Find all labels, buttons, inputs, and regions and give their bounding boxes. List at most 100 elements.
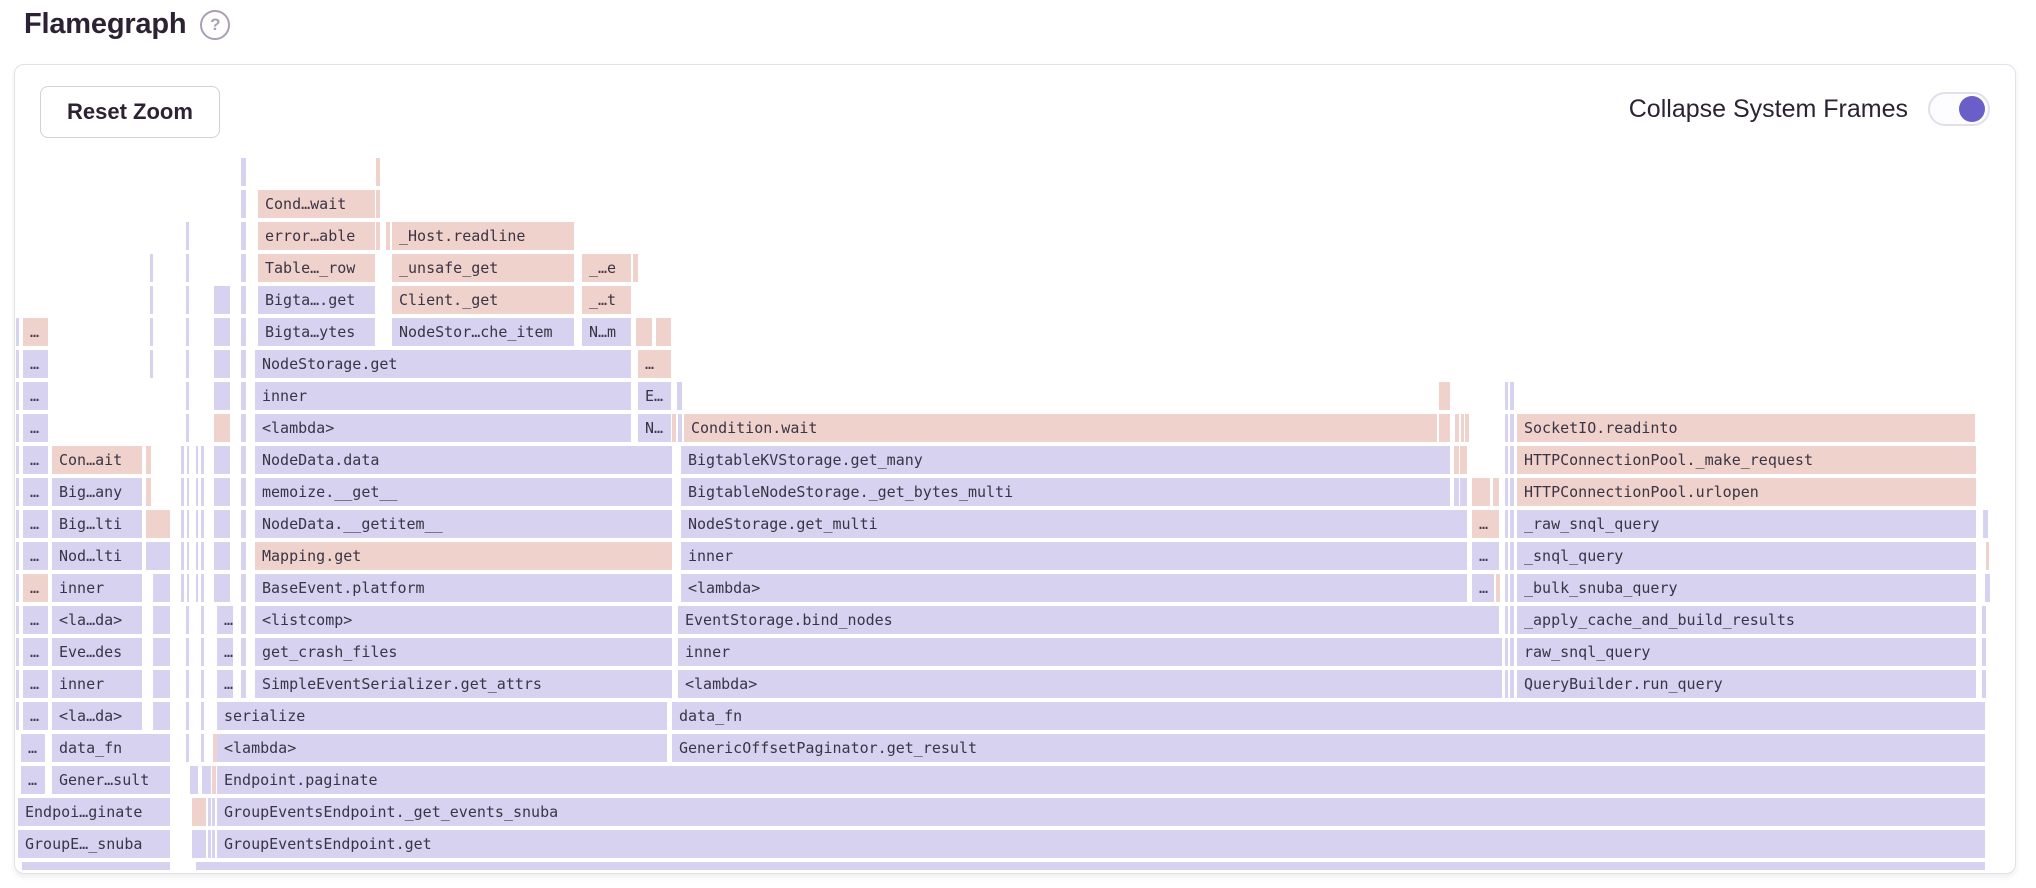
flame-frame-sliver[interactable] xyxy=(678,414,682,442)
flame-frame-sliver[interactable] xyxy=(1982,638,1986,666)
flame-frame-sliver[interactable] xyxy=(16,382,19,410)
flame-frame[interactable]: Con…ait xyxy=(52,446,142,474)
flame-frame[interactable]: Bigta…ytes xyxy=(258,318,375,346)
flame-frame[interactable]: inner xyxy=(681,542,1467,570)
flame-frame-sliver[interactable] xyxy=(16,638,19,666)
flame-frame-sliver[interactable] xyxy=(1505,446,1508,474)
flame-frame[interactable]: Nod…lti xyxy=(52,542,142,570)
flame-frame-sliver[interactable] xyxy=(16,574,19,602)
flame-frame-sliver[interactable] xyxy=(186,382,189,410)
flame-frame[interactable]: _bulk_snuba_query xyxy=(1517,574,1976,602)
flame-frame[interactable]: NodeData.__getitem__ xyxy=(255,510,672,538)
flame-frame-sliver[interactable] xyxy=(672,414,676,442)
flame-frame-sliver[interactable] xyxy=(1465,414,1469,442)
help-icon[interactable]: ? xyxy=(200,9,231,40)
flame-frame[interactable]: N… xyxy=(638,414,671,442)
flame-frame[interactable]: error…able xyxy=(258,222,375,250)
flame-frame-sliver[interactable] xyxy=(16,670,19,698)
flame-frame-sliver[interactable] xyxy=(633,254,638,282)
flame-frame-sliver[interactable] xyxy=(212,766,216,794)
flame-frame-sliver[interactable] xyxy=(208,830,211,858)
flame-frame-sliver[interactable] xyxy=(1986,542,1989,570)
flame-frame-sliver[interactable] xyxy=(181,478,184,506)
flame-frame[interactable]: … xyxy=(21,766,45,794)
flame-frame-sliver[interactable] xyxy=(1510,414,1514,442)
flame-frame[interactable]: GroupEventsEndpoint._get_events_snuba xyxy=(217,798,1985,826)
flame-frame-sliver[interactable] xyxy=(212,798,215,826)
flame-frame[interactable]: GroupE…_snuba xyxy=(18,830,170,858)
flame-frame-sliver[interactable] xyxy=(241,574,246,602)
flame-frame[interactable]: inner xyxy=(52,574,142,602)
flame-frame-sliver[interactable] xyxy=(196,446,198,474)
flame-frame-sliver[interactable] xyxy=(153,574,170,602)
flame-frame[interactable]: memoize.__get__ xyxy=(255,478,672,506)
flame-frame-sliver[interactable] xyxy=(1510,510,1514,538)
flame-frame-sliver[interactable] xyxy=(186,318,189,346)
flame-frame[interactable]: … xyxy=(217,638,233,666)
flame-frame-sliver[interactable] xyxy=(620,286,628,314)
flame-frame[interactable]: serialize xyxy=(217,702,667,730)
flame-frame-sliver[interactable] xyxy=(1510,670,1514,698)
flame-frame-sliver[interactable] xyxy=(16,318,19,346)
flame-frame-sliver[interactable] xyxy=(196,574,198,602)
flame-frame-sliver[interactable] xyxy=(146,510,170,538)
flame-frame-sliver[interactable] xyxy=(1982,670,1986,698)
flame-frame-sliver[interactable] xyxy=(1510,446,1514,474)
flame-frame-sliver[interactable] xyxy=(146,446,151,474)
flame-frame[interactable]: … xyxy=(23,318,48,346)
flame-frame[interactable]: _raw_snql_query xyxy=(1517,510,1976,538)
flame-frame-sliver[interactable] xyxy=(241,414,246,442)
flame-frame[interactable]: … xyxy=(1472,510,1499,538)
flame-frame[interactable]: HTTPConnectionPool._make_request xyxy=(1517,446,1976,474)
flame-frame-sliver[interactable] xyxy=(376,190,380,218)
flame-frame-sliver[interactable] xyxy=(186,702,189,730)
flame-frame[interactable]: … xyxy=(23,510,48,538)
flame-frame[interactable]: … xyxy=(638,350,671,378)
flame-frame[interactable]: Bigta….get xyxy=(258,286,375,314)
flame-frame[interactable]: inner xyxy=(678,638,1502,666)
collapse-system-frames-toggle[interactable] xyxy=(1928,92,1990,126)
flame-frame-sliver[interactable] xyxy=(241,638,246,666)
flame-frame-sliver[interactable] xyxy=(213,734,217,762)
flame-frame[interactable]: <la…da> xyxy=(52,702,142,730)
flame-frame[interactable]: … xyxy=(23,350,48,378)
flame-frame-sliver[interactable] xyxy=(1454,446,1459,474)
flame-frame-sliver[interactable] xyxy=(677,382,682,410)
flame-frame[interactable]: <lambda> xyxy=(255,414,631,442)
flame-frame[interactable]: Big…any xyxy=(52,478,142,506)
flame-frame-sliver[interactable] xyxy=(201,478,204,506)
flame-frame-sliver[interactable] xyxy=(1493,478,1499,506)
flame-frame[interactable]: … xyxy=(23,702,48,730)
flame-frame-sliver[interactable] xyxy=(181,510,184,538)
flame-frame[interactable]: BigtableKVStorage.get_many xyxy=(681,446,1450,474)
flame-frame-sliver[interactable] xyxy=(1505,478,1508,506)
flame-frame[interactable]: Table…_row xyxy=(258,254,375,282)
flame-frame-sliver[interactable] xyxy=(181,446,184,474)
flame-frame-sliver[interactable] xyxy=(16,606,19,634)
flame-frame[interactable]: E… xyxy=(638,382,671,410)
flame-frame-sliver[interactable] xyxy=(1505,606,1508,634)
flame-frame-sliver[interactable] xyxy=(214,414,230,442)
flame-frame-sliver[interactable] xyxy=(153,638,170,666)
flame-frame-sliver[interactable] xyxy=(16,446,19,474)
flame-frame-sliver[interactable] xyxy=(214,510,230,538)
flame-frame-sliver[interactable] xyxy=(201,510,204,538)
flame-frame-sliver[interactable] xyxy=(186,350,189,378)
flame-frame[interactable]: … xyxy=(23,478,48,506)
flame-frame[interactable]: … xyxy=(1472,574,1494,602)
flame-frame-sliver[interactable] xyxy=(196,478,198,506)
flame-frame[interactable]: _snql_query xyxy=(1517,542,1976,570)
flame-frame[interactable]: … xyxy=(217,606,233,634)
flame-frame-sliver[interactable] xyxy=(1985,574,1990,602)
flame-frame-sliver[interactable] xyxy=(1505,414,1508,442)
flame-frame-sliver[interactable] xyxy=(146,478,151,506)
flame-frame-sliver[interactable] xyxy=(1510,542,1514,570)
flame-frame-sliver[interactable] xyxy=(201,702,204,730)
flame-frame[interactable]: … xyxy=(23,670,48,698)
flame-frame-sliver[interactable] xyxy=(201,542,204,570)
flame-frame-sliver[interactable] xyxy=(196,510,198,538)
flame-frame[interactable]: _apply_cache_and_build_results xyxy=(1517,606,1976,634)
flame-frame-sliver[interactable] xyxy=(241,254,246,282)
flame-frame-sliver[interactable] xyxy=(16,510,19,538)
flame-frame-sliver[interactable] xyxy=(16,414,19,442)
